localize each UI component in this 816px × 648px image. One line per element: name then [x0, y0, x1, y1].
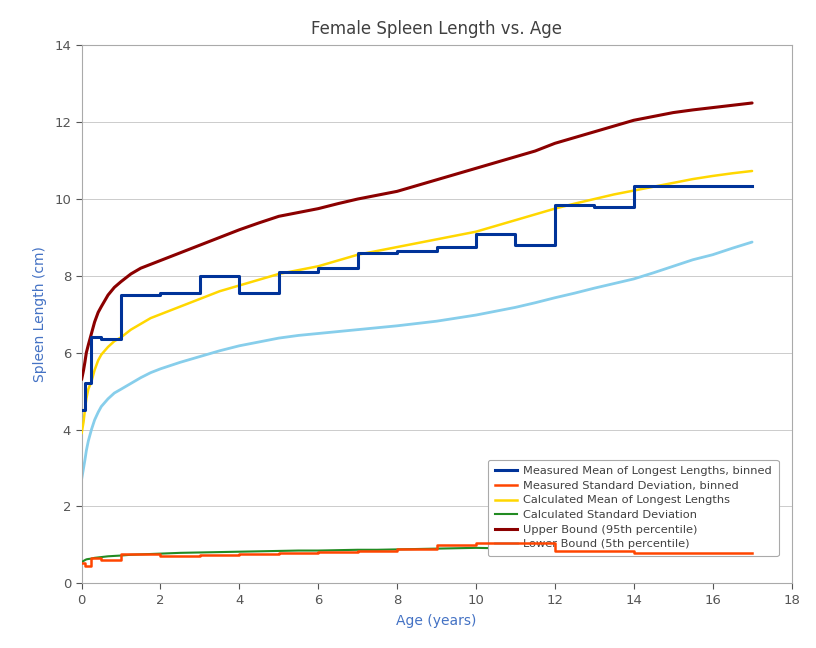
Title: Female Spleen Length vs. Age: Female Spleen Length vs. Age [311, 20, 562, 38]
Y-axis label: Spleen Length (cm): Spleen Length (cm) [33, 246, 47, 382]
X-axis label: Age (years): Age (years) [397, 614, 477, 627]
Legend: Measured Mean of Longest Lengths, binned, Measured Standard Deviation, binned, C: Measured Mean of Longest Lengths, binned… [488, 459, 778, 556]
